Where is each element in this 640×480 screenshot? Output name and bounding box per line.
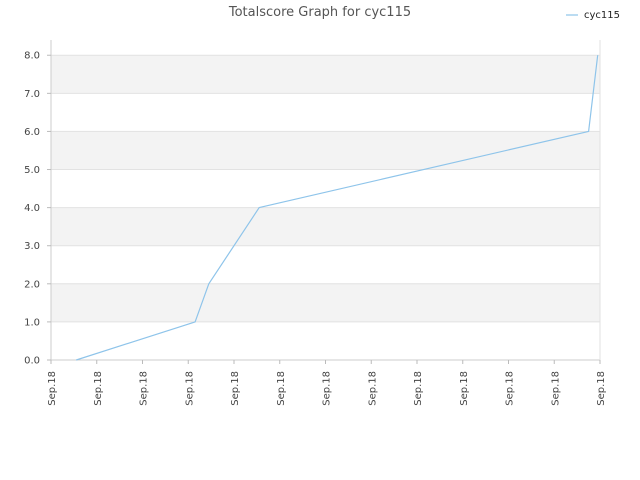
x-tick-label: Sep.18 [367,371,378,406]
chart-title: Totalscore Graph for cyc115 [228,5,411,20]
x-tick-label: Sep.18 [184,371,195,406]
y-tick-label: 7.0 [24,89,40,100]
legend: cyc115 [566,10,620,21]
x-tick-label: Sep.18 [459,371,470,406]
x-tick-label: Sep.18 [596,371,607,406]
x-tick-label: Sep.18 [550,371,561,406]
plot-band [51,55,600,94]
x-tick-label: Sep.18 [139,371,150,406]
y-tick-label: 3.0 [24,241,40,252]
x-tick-label: Sep.18 [47,371,58,406]
x-tick-label: Sep.18 [276,371,287,406]
legend-label-cyc115: cyc115 [584,10,620,21]
y-axis-ticks: 0.0 1.0 2.0 3.0 4.0 5.0 6.0 7.0 8.0 [24,51,51,367]
x-tick-label: Sep.18 [413,371,424,406]
y-tick-label: 5.0 [24,165,40,176]
y-tick-label: 8.0 [24,51,40,62]
y-tick-label: 6.0 [24,127,40,138]
plot-band [51,283,600,322]
y-tick-label: 2.0 [24,279,40,290]
plot-band [51,207,600,246]
plot-bands [51,55,600,322]
series-line-cyc115 [76,55,599,361]
x-tick-label: Sep.18 [230,371,241,406]
x-tick-label: Sep.18 [93,371,104,406]
y-tick-label: 0.0 [24,356,40,367]
y-tick-label: 4.0 [24,203,40,214]
plot-band [51,131,600,170]
x-tick-label: Sep.18 [322,371,333,406]
x-axis-ticks: Sep.18 Sep.18 Sep.18 Sep.18 Sep.18 Sep.18 Sep.… [47,360,607,406]
series-lines [76,55,599,361]
y-tick-label: 1.0 [24,317,40,328]
x-tick-label: Sep.18 [505,371,516,406]
